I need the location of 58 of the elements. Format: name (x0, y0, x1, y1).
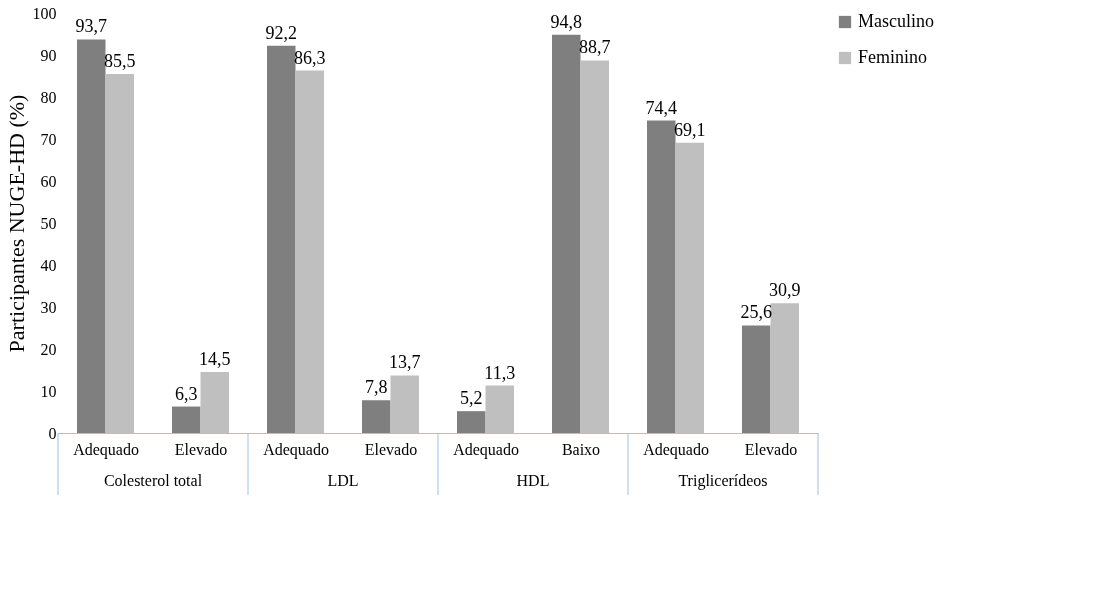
data-label: 88,7 (579, 37, 611, 58)
y-tick-label: 80 (40, 88, 57, 106)
y-tick-label: 0 (48, 424, 57, 442)
bar (172, 406, 201, 433)
bar (267, 45, 296, 433)
x-tick-label: Elevado (364, 440, 418, 458)
text: LDL (327, 472, 359, 489)
data-label: 30,9 (769, 280, 801, 301)
data-label: 69,1 (674, 119, 706, 140)
y-tick-label: 70 (40, 130, 57, 148)
x-tick-label: Elevado (744, 440, 798, 458)
data-label: 14,5 (199, 349, 231, 370)
bar (77, 39, 106, 433)
y-tick-label: 90 (40, 46, 57, 64)
y-tick-label: 50 (40, 214, 57, 232)
y-tick-label: 30 (40, 298, 57, 316)
data-label: 93,7 (75, 16, 107, 37)
text: Triglicerídeos (678, 472, 768, 490)
bar (200, 372, 229, 433)
bar (675, 142, 704, 433)
bar (105, 73, 134, 433)
data-label: 85,5 (104, 50, 136, 71)
data-label: 92,2 (265, 22, 297, 43)
text: HDL (516, 472, 550, 489)
y-axis-title: Participantes NUGE-HD (%) (3, 94, 29, 353)
data-label: 13,7 (389, 352, 421, 373)
data-label: 74,4 (645, 97, 677, 118)
legend-label: Masculino (858, 11, 934, 31)
data-label: 11,3 (484, 362, 516, 383)
bar (390, 375, 419, 433)
data-label: 86,3 (294, 47, 326, 68)
y-tick-label: 20 (40, 340, 57, 358)
data-label: 5,2 (460, 388, 483, 409)
bar (580, 60, 609, 433)
bar (770, 303, 799, 433)
y-tick-label: 40 (40, 256, 57, 274)
data-label: 94,8 (550, 11, 582, 32)
y-tick-label: 10 (40, 382, 57, 400)
bar (295, 70, 324, 433)
bar (742, 325, 771, 433)
bar (457, 411, 486, 433)
bar (552, 34, 581, 433)
bar (647, 120, 676, 433)
y-tick-label: 100 (32, 4, 57, 22)
x-tick-label: Elevado (174, 440, 228, 458)
data-label: 7,8 (365, 377, 388, 398)
x-tick-label: Baixo (561, 440, 601, 458)
x-tick-label: Adequado (643, 440, 709, 459)
y-tick-label: 60 (40, 172, 57, 190)
data-label: 25,6 (740, 302, 772, 323)
x-tick-label: Adequado (453, 440, 519, 459)
text: Colesterol total (103, 472, 203, 489)
bar (362, 400, 391, 433)
x-tick-label: Adequado (73, 440, 139, 459)
bar (485, 385, 514, 433)
data-label: 6,3 (175, 383, 198, 404)
legend-label: Feminino (858, 47, 928, 67)
x-tick-label: Adequado (263, 440, 329, 459)
